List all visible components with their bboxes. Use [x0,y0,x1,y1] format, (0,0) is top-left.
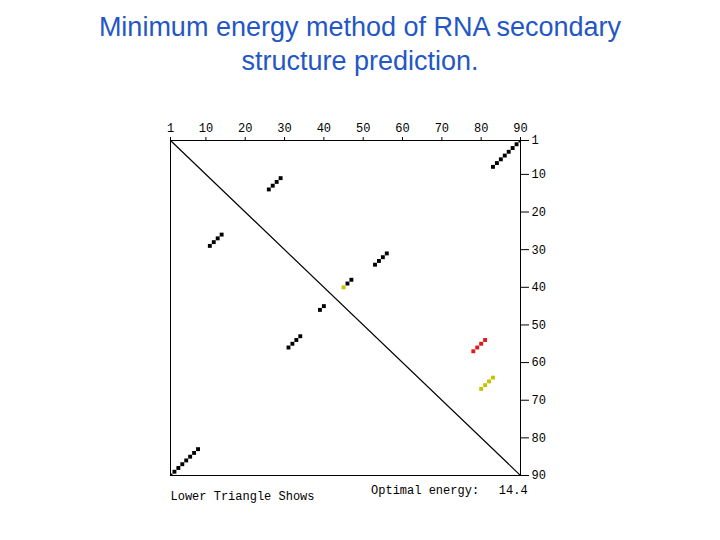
svg-text:80: 80 [532,432,546,446]
svg-text:1: 1 [167,122,174,136]
svg-text:50: 50 [532,319,546,333]
svg-text:30: 30 [532,243,546,257]
html-text:Minimum energy method of RNA s: Minimum energy method of RNA secondary s… [98,12,622,76]
svg-text:90: 90 [513,122,527,136]
svg-text:40: 40 [317,122,331,136]
svg-text:70: 70 [435,122,449,136]
svg-text:70: 70 [532,394,546,408]
svg-text:20: 20 [532,206,546,220]
svg-text:14.4: 14.4 [499,484,528,498]
svg-text:Lower Triangle Shows: Lower Triangle Shows [171,490,315,504]
svg-text:40: 40 [532,281,546,295]
svg-text:1: 1 [532,134,539,148]
svg-text:80: 80 [474,122,488,136]
svg-text:10: 10 [199,122,213,136]
svg-text:60: 60 [395,122,409,136]
svg-text:90: 90 [532,469,546,483]
svg-text:10: 10 [532,168,546,182]
svg-text:20: 20 [238,122,252,136]
svg-text:Optimal energy:: Optimal energy: [371,484,479,498]
svg-text:30: 30 [277,122,291,136]
svg-text:60: 60 [532,356,546,370]
svg-text:50: 50 [356,122,370,136]
